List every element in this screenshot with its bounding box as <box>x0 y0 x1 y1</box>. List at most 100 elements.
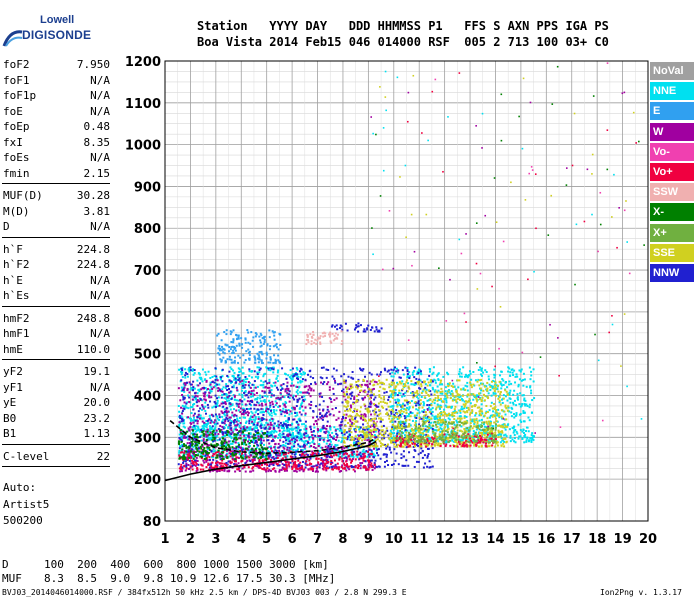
echo-point <box>248 358 251 361</box>
echo-point <box>419 433 422 436</box>
echo-point <box>403 395 406 398</box>
echo-point <box>301 401 304 404</box>
echo-point <box>205 379 208 382</box>
echo-point <box>284 405 287 408</box>
echo-point <box>269 445 272 448</box>
echo-point <box>257 429 260 432</box>
echo-point <box>246 400 249 403</box>
echo-point <box>234 356 237 359</box>
echo-point <box>288 465 291 468</box>
echo-point <box>503 434 506 437</box>
echo-point <box>362 455 365 458</box>
echo-point <box>440 428 443 431</box>
echo-point <box>358 438 361 441</box>
legend-item-ssw: SSW <box>650 183 694 202</box>
echo-point <box>257 433 260 436</box>
echo-point <box>436 399 439 402</box>
echo-point <box>299 380 302 383</box>
echo-point <box>427 399 430 402</box>
echo-point <box>260 417 263 420</box>
echo-point <box>292 435 295 438</box>
echo-point <box>374 408 377 411</box>
echo-point <box>437 389 440 392</box>
echo-point <box>278 454 281 457</box>
echo-point <box>272 368 275 371</box>
echo-point <box>335 432 338 435</box>
echo-point <box>459 395 462 398</box>
echo-point <box>180 420 183 423</box>
echo-point <box>188 438 191 441</box>
echo-point <box>490 394 493 397</box>
echo-point <box>428 439 431 442</box>
echo-point <box>340 429 343 432</box>
echo-point <box>438 416 441 419</box>
echo-point <box>287 438 290 441</box>
echo-point <box>288 397 291 400</box>
echo-point <box>372 447 375 450</box>
echo-point <box>277 354 280 357</box>
echo-point <box>257 402 260 405</box>
echo-point <box>482 371 485 374</box>
echo-point <box>429 368 432 371</box>
echo-point <box>412 383 415 386</box>
echo-point <box>391 405 394 408</box>
echo-point <box>201 380 204 383</box>
echo-point <box>244 421 247 424</box>
echo-point <box>228 358 231 361</box>
echo-point <box>259 411 262 414</box>
param-row: fxI 8.35 <box>3 136 110 150</box>
param-row: foF1p N/A <box>3 89 110 103</box>
echo-point <box>262 436 265 439</box>
echo-point <box>255 392 258 395</box>
echo-point <box>375 328 378 331</box>
echo-point <box>254 386 257 389</box>
echo-point <box>186 456 189 459</box>
echo-point <box>210 436 213 439</box>
echo-point <box>509 389 512 392</box>
header-line-2: Boa Vista 2014 Feb15 046 014000 RSF 005 … <box>197 35 609 49</box>
echo-point <box>460 408 463 411</box>
echo-point <box>387 369 390 372</box>
echo-point <box>219 358 222 361</box>
echo-point <box>244 389 247 392</box>
echo-point <box>254 441 257 444</box>
echo-point <box>333 377 336 380</box>
echo-point <box>188 417 191 420</box>
echo-point <box>501 384 504 387</box>
echo-point <box>392 463 395 466</box>
echo-point <box>246 410 249 413</box>
echo-point <box>178 368 181 371</box>
echo-point <box>198 428 201 431</box>
echo-point <box>362 453 365 456</box>
plot-frame <box>164 60 649 522</box>
x-tick-label: 2 <box>186 532 195 547</box>
echo-point <box>463 428 466 431</box>
echo-point <box>475 418 478 421</box>
echo-point <box>304 466 307 469</box>
echo-point <box>366 380 369 383</box>
echo-point <box>179 370 182 373</box>
echo-point <box>370 450 373 453</box>
echo-point <box>434 389 437 392</box>
echo-point <box>223 469 226 472</box>
echo-point <box>338 455 341 458</box>
echo-point <box>400 453 403 456</box>
echo-point <box>226 396 229 399</box>
echo-point <box>379 445 382 448</box>
echo-point <box>481 383 484 386</box>
echo-point <box>383 367 386 370</box>
echo-point <box>334 407 337 410</box>
echo-point <box>195 456 198 459</box>
echo-point <box>525 426 528 429</box>
echo-point <box>350 455 353 458</box>
echo-point <box>250 331 253 334</box>
echo-point <box>430 417 433 420</box>
echo-point <box>440 411 443 414</box>
echo-point <box>258 436 261 439</box>
echo-point <box>531 432 534 435</box>
echo-point <box>243 409 246 412</box>
echo-point <box>523 420 526 423</box>
echo-point <box>417 402 420 405</box>
echo-point <box>183 450 186 453</box>
echo-point <box>229 416 232 419</box>
